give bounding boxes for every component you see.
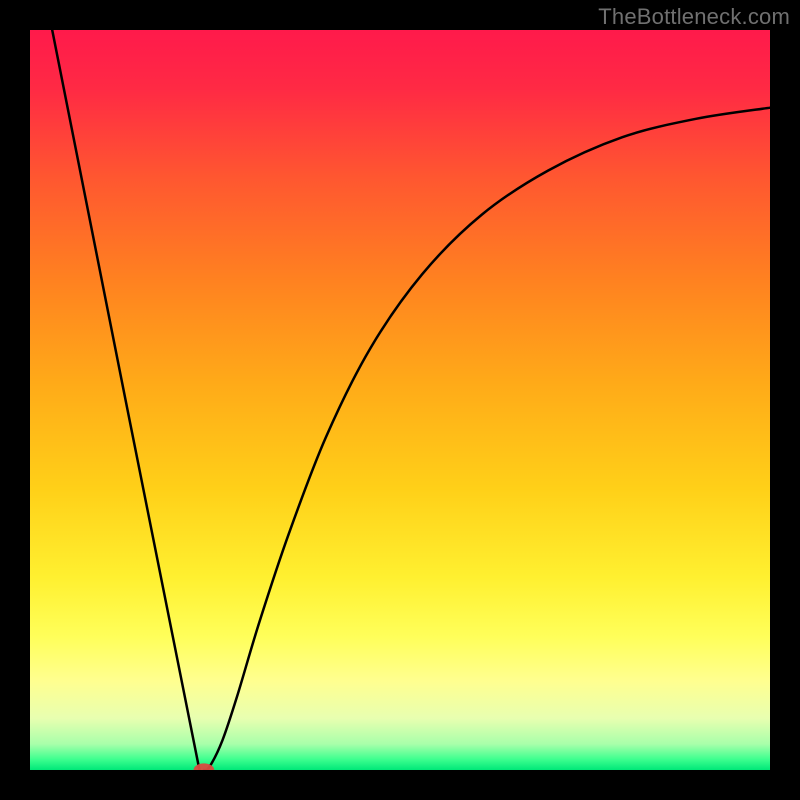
bottleneck-chart — [0, 0, 800, 800]
frame-border — [0, 0, 30, 800]
watermark-text: TheBottleneck.com — [598, 4, 790, 30]
chart-container: TheBottleneck.com — [0, 0, 800, 800]
plot-background — [30, 30, 770, 770]
frame-border — [770, 0, 800, 800]
frame-border — [0, 770, 800, 800]
